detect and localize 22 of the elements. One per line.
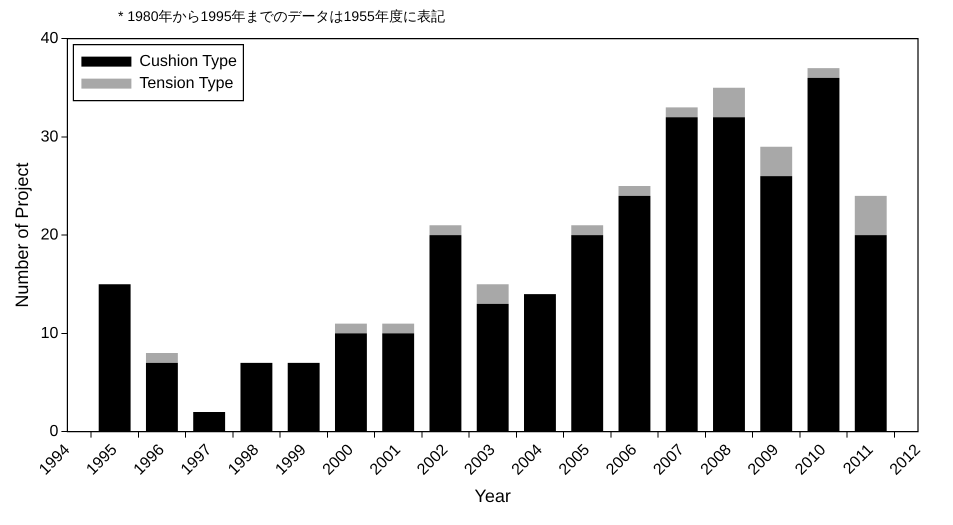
y-tick-label: 20 [40,226,58,244]
y-axis-title: Number of Project [12,162,32,308]
bar [713,88,745,118]
bar [334,324,367,334]
y-tick-label: 30 [40,128,58,146]
bar [618,186,650,196]
bar [146,353,178,363]
bar [429,225,462,236]
y-tick-label: 10 [40,324,58,342]
y-tick-label: 0 [49,423,58,440]
legend-label: Tension Type [139,75,234,92]
bar [760,146,792,176]
legend-label: Cushion Type [139,53,238,70]
bar [571,225,604,236]
x-axis-title: Year [474,486,511,506]
bar [808,68,840,78]
bar [476,284,509,304]
bar [382,324,414,334]
bar [854,196,887,236]
y-tick-label: 40 [40,30,58,48]
text: * 1980年から1995年までのデータは1955年度に表記 [118,8,446,26]
bar [666,107,698,118]
